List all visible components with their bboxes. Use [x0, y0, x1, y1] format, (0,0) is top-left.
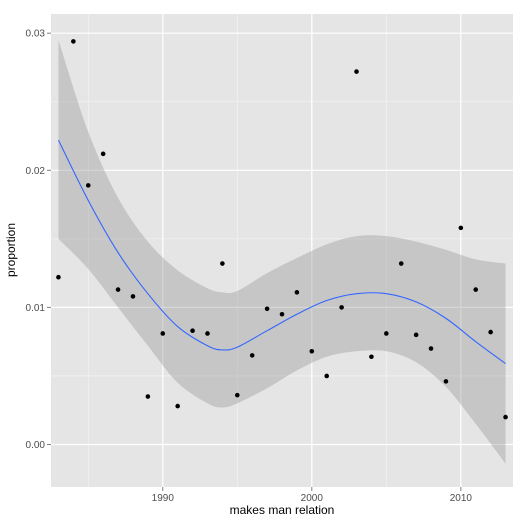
x-axis-title: makes man relation — [230, 503, 335, 517]
data-point — [324, 373, 330, 379]
data-point — [205, 331, 210, 336]
data-point — [339, 305, 344, 310]
grid-major — [51, 14, 513, 487]
data-point — [249, 353, 255, 358]
data-point — [71, 39, 76, 44]
data-point — [413, 332, 419, 338]
data-point — [175, 403, 180, 409]
data-point — [369, 354, 374, 360]
data-point — [220, 261, 225, 266]
y-tick-label: 0.02 — [26, 166, 46, 177]
data-point — [384, 331, 389, 336]
confidence-band — [58, 40, 506, 464]
data-point — [130, 294, 136, 299]
data-point — [458, 225, 464, 231]
y-tick-label: 0.00 — [26, 440, 46, 451]
x-tick-label: 2000 — [301, 493, 324, 504]
data-point — [115, 287, 121, 292]
data-point — [145, 394, 151, 399]
data-point — [279, 311, 285, 317]
x-axis-ticks: 1990 2000 2010 — [152, 487, 473, 504]
y-tick-label: 0.03 — [26, 29, 46, 40]
data-point — [56, 274, 61, 280]
smooth-line — [57, 139, 506, 365]
data-point — [294, 290, 300, 295]
data-point — [160, 331, 166, 336]
y-tick-label: 0.01 — [26, 303, 46, 314]
data-point — [100, 151, 106, 157]
x-tick-label: 1990 — [152, 493, 175, 504]
panel-background — [51, 14, 513, 487]
data-point — [190, 328, 195, 334]
data-point — [309, 348, 315, 354]
data-point — [443, 379, 449, 384]
data-points — [56, 39, 508, 420]
data-point — [503, 414, 508, 420]
data-point — [85, 183, 91, 188]
data-point — [488, 329, 493, 335]
y-axis-title: proportion — [4, 223, 18, 277]
data-point — [428, 346, 434, 351]
data-point — [473, 287, 479, 292]
x-tick-label: 2010 — [450, 493, 473, 504]
data-point — [234, 392, 240, 398]
y-axis-ticks: 0.00 0.01 0.02 0.03 — [26, 29, 51, 451]
data-point — [354, 69, 359, 74]
data-point — [264, 306, 270, 312]
grid-minor — [51, 14, 513, 487]
data-point — [398, 261, 404, 266]
